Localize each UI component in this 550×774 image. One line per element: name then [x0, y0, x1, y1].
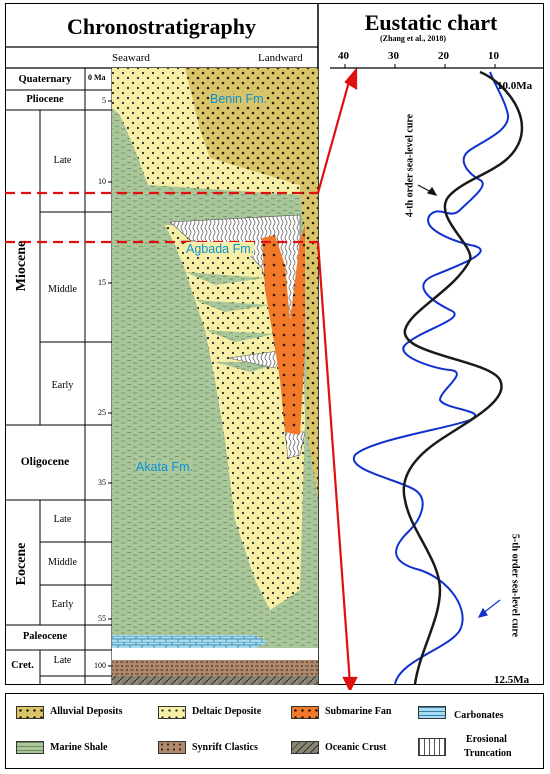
benin-formation-label: Benin Fm. — [210, 92, 267, 106]
miocene-middle-label: Middle — [48, 284, 77, 295]
legend-shale: Marine Shale — [50, 742, 108, 753]
epoch-oligocene: Oligocene — [20, 456, 70, 468]
shale-swatch — [16, 741, 44, 754]
oceanic-swatch — [291, 741, 319, 754]
epoch-quaternary: Quaternary — [18, 74, 72, 85]
eustatic-axis — [330, 64, 544, 69]
epoch-miocene: Miocene — [14, 240, 29, 292]
axis-tick-20: 20 — [438, 50, 449, 62]
legend-carbonates: Carbonates — [454, 710, 504, 721]
miocene-late-label: Late — [53, 155, 72, 166]
synrift-clastics-area — [112, 660, 318, 676]
chronostratigraphy-title: Chronostratigraphy — [66, 14, 257, 39]
submarine-fan-area — [262, 225, 305, 435]
citation-label: (Zhang et al., 2018) — [380, 34, 446, 43]
oceanic-crust-area — [112, 676, 318, 685]
eocene-middle-label: Middle — [48, 557, 77, 568]
fourth-order-curve-label: 4-th order sea-level cure — [404, 113, 416, 218]
submarine-swatch — [291, 706, 319, 719]
age-15: 15 — [98, 278, 106, 287]
axis-tick-10: 10 — [488, 50, 499, 62]
carbonates-swatch — [418, 706, 446, 719]
top-age-label: 10.0Ma — [497, 80, 533, 92]
fifth-order-curve — [352, 71, 510, 685]
eocene-early-label: Early — [51, 599, 74, 610]
legend-alluvial: Alluvial Deposits — [50, 706, 123, 717]
deltaic-wedge-upper — [112, 68, 300, 195]
landward-label: Landward — [258, 52, 303, 64]
epoch-pliocene: Pliocene — [26, 94, 64, 105]
age-100: 100 — [94, 661, 106, 670]
cret-late-label: Late — [53, 655, 72, 666]
legend-erosional-1: Erosional — [466, 734, 507, 745]
legend: Alluvial Deposits Deltaic Deposite Subma… — [5, 693, 544, 769]
agbada-formation-label: Agbada Fm. — [186, 242, 255, 256]
diagram-canvas — [5, 3, 544, 690]
eocene-late-label: Late — [53, 514, 72, 525]
age-35: 35 — [98, 478, 106, 487]
age-55: 55 — [98, 614, 106, 623]
age-25: 25 — [98, 408, 106, 417]
erosional-swatch — [418, 738, 446, 756]
legend-oceanic: Oceanic Crust — [325, 742, 387, 753]
age-5: 5 — [102, 96, 106, 105]
bottom-age-label: 12.5Ma — [494, 674, 530, 686]
age-10: 10 — [98, 177, 106, 186]
alluvial-swatch — [16, 706, 44, 719]
fourth-order-curve — [402, 70, 524, 685]
deltaic-swatch — [158, 706, 186, 719]
epoch-eocene: Eocene — [14, 542, 29, 586]
axis-tick-30: 30 — [388, 50, 399, 62]
carbonates-area — [112, 635, 268, 648]
akata-formation-label: Akata Fm. — [136, 460, 193, 474]
alluvial-deposits-area — [150, 68, 318, 500]
axis-tick-40: 40 — [338, 50, 349, 62]
synrift-swatch — [158, 741, 186, 754]
legend-erosional-2: Truncation — [464, 748, 512, 759]
highlight-interval — [5, 191, 318, 244]
fifth-order-curve-label: 5-th order sea-level cure — [509, 533, 521, 638]
legend-deltaic: Deltaic Deposite — [192, 706, 262, 717]
epoch-paleocene: Paleocene — [22, 631, 68, 642]
age-unit-label: 0 Ma — [88, 73, 106, 82]
correlation-arrows — [316, 66, 358, 690]
eustatic-chart-title: Eustatic chart — [364, 10, 498, 35]
legend-submarine: Submarine Fan — [325, 706, 392, 717]
epoch-cretaceous: Cret. — [11, 660, 34, 671]
deltaic-wedge-mid — [122, 112, 200, 145]
miocene-early-label: Early — [51, 380, 74, 391]
seaward-label: Seaward — [112, 52, 150, 64]
geology-cross-section — [112, 68, 318, 685]
legend-synrift: Synrift Clastics — [192, 742, 258, 753]
